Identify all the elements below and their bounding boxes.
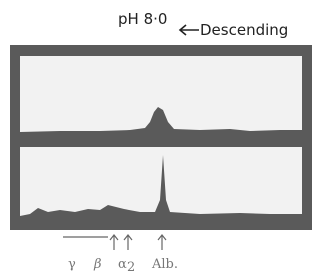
figure: pH 8·0 Descending γ β α 2 Alb.	[0, 0, 328, 278]
beta-label: β	[93, 257, 102, 272]
alpha-label: α	[118, 257, 127, 272]
page: {"header": {"title": "pH 8·0", "directio…	[0, 0, 328, 278]
direction-arrow	[180, 25, 199, 35]
albumin-label: Alb.	[151, 257, 178, 272]
marker-lines	[63, 235, 166, 250]
direction: Descending	[200, 21, 288, 39]
title: pH 8·0	[118, 10, 167, 28]
gamma-label: γ	[68, 257, 76, 272]
alpha-subscript: 2	[127, 260, 135, 275]
